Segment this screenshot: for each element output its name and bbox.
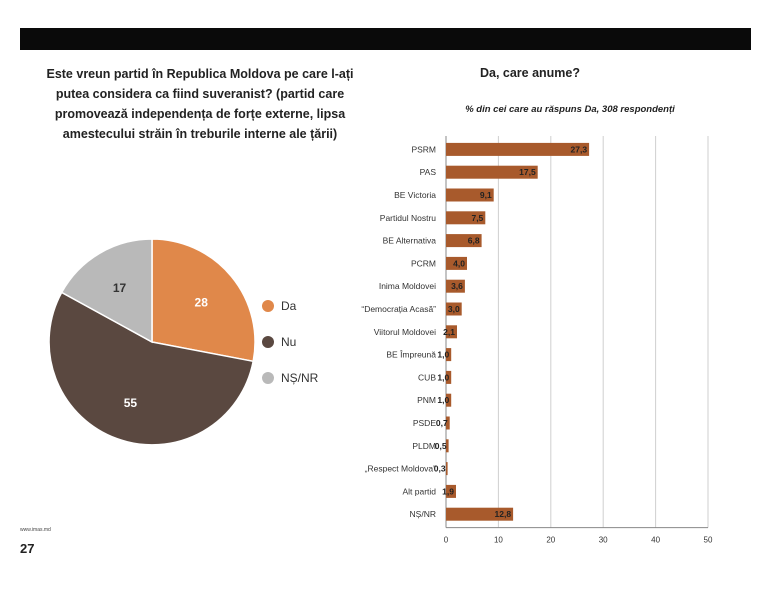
category-label: Alt partid xyxy=(402,486,436,496)
bar xyxy=(446,325,457,339)
category-label: „Respect Moldova” xyxy=(365,464,437,474)
bar xyxy=(446,439,449,453)
x-tick-label: 20 xyxy=(546,536,555,545)
bar xyxy=(446,348,452,362)
x-tick-label: 30 xyxy=(599,536,608,545)
bar-value-label: 3,6 xyxy=(451,281,463,291)
header-bar xyxy=(20,28,751,50)
bar-chart-subtitle: % din cei care au răspuns Da, 308 respon… xyxy=(465,104,675,115)
category-label: PNM xyxy=(417,395,436,405)
bar xyxy=(446,416,450,430)
category-label: CUB xyxy=(418,372,436,382)
bar xyxy=(446,484,456,498)
category-label: PSDE xyxy=(413,418,436,428)
pie-chart: 28 55 17 Da Nu NȘ/NR xyxy=(48,238,319,446)
bar-value-label: 12,8 xyxy=(495,509,512,519)
bar xyxy=(446,188,494,202)
bar xyxy=(446,393,452,407)
bar-value-label: 27,3 xyxy=(571,144,588,154)
bar xyxy=(446,211,486,225)
pie-slice xyxy=(60,238,153,344)
x-tick-label: 40 xyxy=(651,536,660,545)
bar xyxy=(446,462,448,476)
bar xyxy=(446,142,590,156)
legend-marker xyxy=(262,372,274,384)
category-label: Viitorul Moldovei xyxy=(374,327,436,337)
bar-value-label: 3,0 xyxy=(448,304,460,314)
bar-value-label: 7,5 xyxy=(471,213,483,223)
bar-value-label: 4,0 xyxy=(453,258,465,268)
bar xyxy=(446,302,462,316)
bar xyxy=(446,370,452,384)
pie-slice-label: 55 xyxy=(124,396,138,410)
bar xyxy=(446,279,465,293)
legend-label: Da xyxy=(281,299,297,313)
bar xyxy=(446,256,467,270)
x-tick-label: 0 xyxy=(444,536,449,545)
category-label: PAS xyxy=(420,167,437,177)
pie-chart-title: Este vreun partid în Republica Moldova p… xyxy=(46,67,354,141)
bar xyxy=(446,234,482,248)
bar xyxy=(446,165,538,179)
bar-chart: 0 10 20 30 40 50 PSRM 27,3 PAS 17,5 BE Victoria 9,1… xyxy=(361,136,713,545)
bar-value-label: 9,1 xyxy=(480,190,492,200)
pie-slice xyxy=(48,291,255,446)
category-label: “Democrația Acasă” xyxy=(361,304,436,314)
bar-value-label: 6,8 xyxy=(468,236,480,246)
footer-url: www.imas.md xyxy=(20,527,51,533)
category-label: NȘ/NR xyxy=(410,509,436,519)
bar-value-label: 0,5 xyxy=(435,441,447,451)
bar-value-label: 2,1 xyxy=(443,327,455,337)
category-label: BE Victoria xyxy=(394,190,436,200)
pie-slice-label: 17 xyxy=(113,281,127,295)
bar-value-label: 1,0 xyxy=(437,395,449,405)
pie-slice-label: 28 xyxy=(195,295,209,309)
legend-marker xyxy=(262,300,274,312)
category-label: PLDM xyxy=(412,441,436,451)
bar-value-label: 1,9 xyxy=(442,486,454,496)
x-tick-label: 10 xyxy=(494,536,503,545)
category-label: PSRM xyxy=(411,144,436,154)
category-label: BE Împreună xyxy=(386,350,436,360)
bar-value-label: 17,5 xyxy=(519,167,536,177)
category-label: BE Alternativa xyxy=(383,236,437,246)
bar xyxy=(446,507,514,521)
category-label: Inima Moldovei xyxy=(379,281,436,291)
legend-marker xyxy=(262,336,274,348)
bar-value-label: 1,0 xyxy=(437,350,449,360)
bar-value-label: 0,3 xyxy=(434,464,446,474)
category-label: Partidul Nostru xyxy=(380,213,436,223)
bar-chart-title: Da, care anume? xyxy=(479,66,581,80)
category-label: PCRM xyxy=(411,258,436,268)
pie-slice xyxy=(151,238,256,363)
legend-label: NȘ/NR xyxy=(281,371,319,385)
bar-value-label: 1,0 xyxy=(437,372,449,382)
x-tick-label: 50 xyxy=(704,536,713,545)
legend-label: Nu xyxy=(281,335,296,349)
page-number: 27 xyxy=(20,541,35,556)
bar-value-label: 0,7 xyxy=(436,418,448,428)
